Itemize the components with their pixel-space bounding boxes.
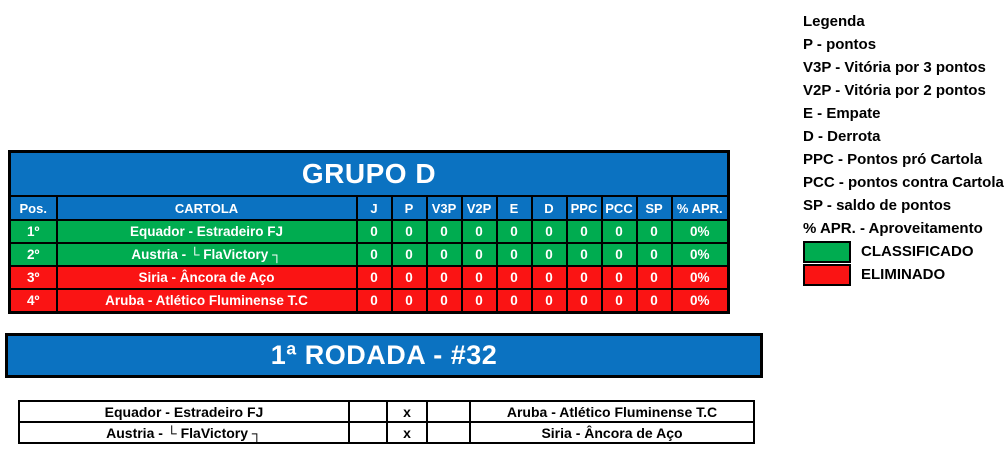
stat-cell: 0	[425, 288, 463, 314]
legend-entry: P - pontos	[803, 36, 877, 53]
stat-cell: 0	[495, 242, 533, 267]
fixture-row: Equador - Estradeiro FJ x Aruba - Atléti…	[18, 400, 755, 423]
position-cell: 4º	[8, 288, 58, 314]
column-header-p: P	[390, 195, 428, 221]
eliminated-swatch	[803, 263, 851, 286]
stat-cell: 0	[565, 242, 603, 267]
stat-cell: 0	[425, 265, 463, 290]
stat-cell: 0	[600, 288, 638, 314]
stat-cell: 0	[600, 219, 638, 244]
standings-row: 2º Austria - └ FlaVictory ┐ 0 0 0 0 0 0 …	[8, 242, 730, 267]
legend-entry: E - Empate	[803, 105, 881, 122]
stat-cell: 0	[565, 219, 603, 244]
stat-cell: 0	[635, 265, 673, 290]
legend-entry: V2P - Vitória por 2 pontos	[803, 82, 986, 99]
column-header-row: Pos. CARTOLA J P V3P V2P E D PPC PCC SP …	[8, 195, 730, 221]
column-header-apr: % APR.	[670, 195, 730, 221]
home-score-cell	[348, 400, 388, 423]
away-team-cell: Siria - Âncora de Aço	[469, 421, 755, 444]
stat-cell: 0	[530, 265, 568, 290]
versus-cell: x	[386, 400, 428, 423]
legend-entry: % APR. - Aproveitamento	[803, 220, 983, 237]
column-header-v2p: V2P	[460, 195, 498, 221]
stat-cell: 0	[390, 219, 428, 244]
home-team-cell: Austria - └ FlaVictory ┐	[18, 421, 350, 444]
team-name-cell: Siria - Âncora de Aço	[55, 265, 358, 290]
stat-cell: 0	[635, 242, 673, 267]
stat-cell: 0	[600, 242, 638, 267]
stat-cell: 0	[355, 288, 393, 314]
legend-title: Legenda	[803, 13, 865, 30]
legend-entry: PCC - pontos contra Cartola	[803, 174, 1004, 191]
stat-cell: 0	[495, 265, 533, 290]
column-header-pcc: PCC	[600, 195, 638, 221]
stat-cell: 0	[600, 265, 638, 290]
stat-cell: 0	[355, 219, 393, 244]
legend-entry: SP - saldo de pontos	[803, 197, 952, 214]
stat-cell: 0	[355, 242, 393, 267]
legend-entry: PPC - Pontos pró Cartola	[803, 151, 983, 168]
away-score-cell	[426, 400, 471, 423]
stat-cell: 0	[425, 242, 463, 267]
stat-cell: 0%	[670, 265, 730, 290]
stat-cell: 0	[355, 265, 393, 290]
stat-cell: 0	[635, 288, 673, 314]
legend-classified-row: CLASSIFICADO	[803, 240, 1004, 263]
stat-cell: 0%	[670, 288, 730, 314]
legend: Legenda P - pontos V3P - Vitória por 3 p…	[803, 10, 1004, 286]
stat-cell: 0	[530, 288, 568, 314]
standings-row: 3º Siria - Âncora de Aço 0 0 0 0 0 0 0 0…	[8, 265, 730, 290]
stat-cell: 0%	[670, 219, 730, 244]
home-team-cell: Equador - Estradeiro FJ	[18, 400, 350, 423]
column-header-sp: SP	[635, 195, 673, 221]
column-header-pos: Pos.	[8, 195, 58, 221]
standings-row: 1º Equador - Estradeiro FJ 0 0 0 0 0 0 0…	[8, 219, 730, 244]
team-name-cell: Austria - └ FlaVictory ┐	[55, 242, 358, 267]
stat-cell: 0	[425, 219, 463, 244]
group-title: GRUPO D	[8, 150, 730, 197]
eliminated-label: ELIMINADO	[861, 266, 946, 283]
column-header-j: J	[355, 195, 393, 221]
legend-eliminated-row: ELIMINADO	[803, 263, 1004, 286]
stat-cell: 0	[635, 219, 673, 244]
round-banner: 1ª RODADA - #32	[5, 333, 763, 378]
versus-cell: x	[386, 421, 428, 444]
position-cell: 1º	[8, 219, 58, 244]
position-cell: 3º	[8, 265, 58, 290]
column-header-e: E	[495, 195, 533, 221]
legend-entry: D - Derrota	[803, 128, 881, 145]
stat-cell: 0	[530, 242, 568, 267]
classified-swatch	[803, 240, 851, 263]
stat-cell: 0	[565, 265, 603, 290]
fixture-row: Austria - └ FlaVictory ┐ x Siria - Âncor…	[18, 421, 755, 444]
away-score-cell	[426, 421, 471, 444]
column-header-cartola: CARTOLA	[55, 195, 358, 221]
column-header-ppc: PPC	[565, 195, 603, 221]
column-header-v3p: V3P	[425, 195, 463, 221]
legend-entry: V3P - Vitória por 3 pontos	[803, 59, 986, 76]
stat-cell: 0	[530, 219, 568, 244]
stat-cell: 0	[460, 265, 498, 290]
stat-cell: 0	[565, 288, 603, 314]
team-name-cell: Aruba - Atlético Fluminense T.C	[55, 288, 358, 314]
stat-cell: 0	[390, 242, 428, 267]
fixtures-table: Equador - Estradeiro FJ x Aruba - Atléti…	[18, 400, 755, 444]
position-cell: 2º	[8, 242, 58, 267]
stat-cell: 0	[390, 265, 428, 290]
standings-row: 4º Aruba - Atlético Fluminense T.C 0 0 0…	[8, 288, 730, 314]
stat-cell: 0%	[670, 242, 730, 267]
stat-cell: 0	[460, 288, 498, 314]
standings-table: GRUPO D Pos. CARTOLA J P V3P V2P E D PPC…	[8, 150, 730, 314]
classified-label: CLASSIFICADO	[861, 243, 974, 260]
stat-cell: 0	[460, 242, 498, 267]
column-header-d: D	[530, 195, 568, 221]
stat-cell: 0	[495, 219, 533, 244]
away-team-cell: Aruba - Atlético Fluminense T.C	[469, 400, 755, 423]
stat-cell: 0	[390, 288, 428, 314]
team-name-cell: Equador - Estradeiro FJ	[55, 219, 358, 244]
stat-cell: 0	[495, 288, 533, 314]
group-title-row: GRUPO D	[8, 150, 730, 197]
stat-cell: 0	[460, 219, 498, 244]
home-score-cell	[348, 421, 388, 444]
